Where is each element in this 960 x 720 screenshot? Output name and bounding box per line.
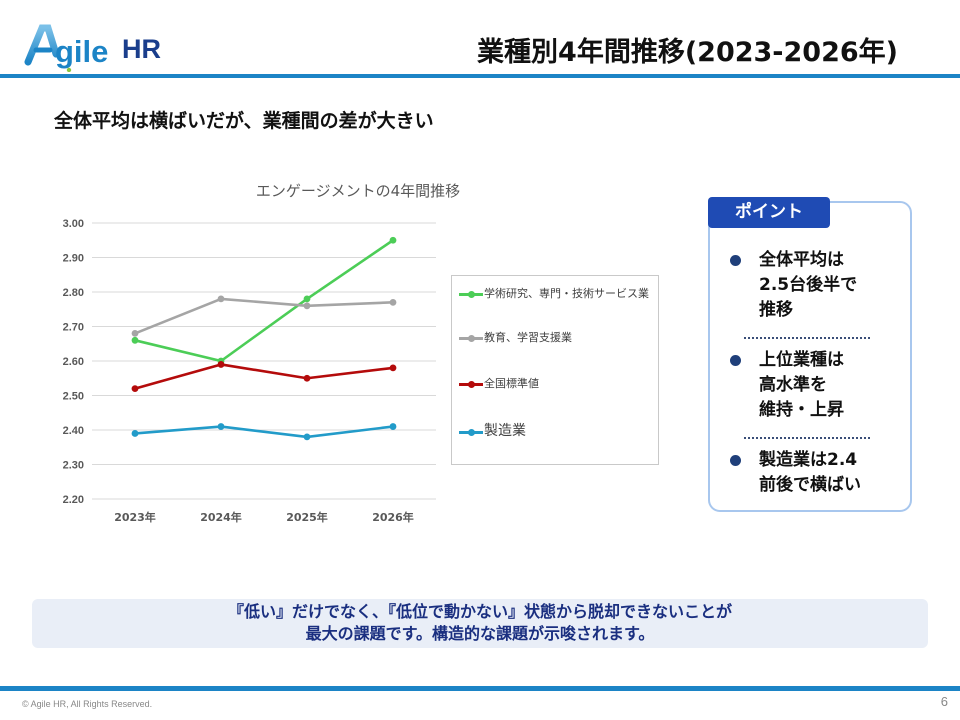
point-text: 維持・上昇 (759, 400, 844, 420)
y-tick-label: 2.90 (63, 253, 84, 265)
data-point (303, 295, 311, 303)
point-item-top-industries: 上位業種は 高水準を 維持・上昇 (730, 348, 844, 423)
legend-swatch-manufacturing (458, 426, 484, 438)
point-panel (708, 201, 912, 512)
x-tick-label: 2023年 (114, 510, 156, 524)
chart-title: エンゲージメントの4年間推移 (256, 182, 460, 200)
data-point (217, 361, 225, 368)
legend-swatch-academic (458, 288, 484, 300)
bullet-icon (730, 455, 741, 466)
conclusion-banner: 『低い』だけでなく、『低位で動かない』状態から脱却できないことが 最大の課題です… (32, 599, 928, 648)
data-point (131, 385, 139, 392)
y-tick-label: 2.50 (63, 391, 84, 403)
legend-item-national: 全国標準値 (458, 374, 656, 393)
y-tick-label: 2.60 (63, 356, 84, 368)
point-item-average: 全体平均は 2.5台後半で 推移 (730, 248, 857, 323)
legend-label-academic: 学術研究、専門・技術サービス業 (484, 287, 649, 300)
data-point (303, 374, 311, 382)
legend-item-academic: 学術研究、専門・技術サービス業 (458, 284, 656, 303)
legend-item-education: 教育、学習支援業 (458, 328, 656, 347)
y-tick-label: 2.40 (63, 425, 84, 437)
series-line-3 (134, 425, 394, 439)
point-divider (744, 437, 870, 439)
point-item-manufacturing: 製造業は2.4 前後で横ばい (730, 448, 861, 498)
x-tick-label: 2026年 (372, 510, 414, 524)
data-point (217, 295, 225, 303)
point-text: 製造業は2.4 (759, 450, 858, 470)
data-point (131, 336, 139, 344)
y-tick-label: 3.00 (63, 218, 84, 230)
chart-legend: 学術研究、専門・技術サービス業 教育、学習支援業 全国標準値 製造業 (451, 275, 659, 465)
y-tick-label: 2.30 (63, 460, 84, 472)
point-text: 2.5台後半で (759, 275, 858, 295)
legend-item-manufacturing: 製造業 (458, 422, 656, 441)
page-number: 6 (940, 694, 948, 709)
data-point (217, 423, 225, 430)
point-text: 全体平均は (759, 250, 844, 270)
point-text: 前後で横ばい (759, 475, 861, 495)
legend-label-national: 全国標準値 (484, 377, 539, 390)
legend-swatch-national (458, 378, 484, 390)
series-line-2 (134, 363, 394, 390)
header-divider (0, 74, 960, 78)
legend-label-manufacturing: 製造業 (484, 423, 526, 439)
point-divider (744, 337, 870, 339)
point-text: 高水準を (759, 375, 827, 395)
svg-text:gile: gile (55, 34, 108, 69)
x-tick-label: 2024年 (200, 510, 242, 524)
point-text: 推移 (759, 300, 793, 320)
y-tick-label: 2.70 (63, 322, 84, 334)
series-line-0 (134, 239, 394, 363)
legend-swatch-education (458, 332, 484, 344)
agile-hr-logo: gile HR (24, 20, 184, 72)
svg-text:HR: HR (122, 34, 161, 64)
bullet-icon (730, 355, 741, 366)
bullet-icon (730, 255, 741, 266)
point-text: 上位業種は (759, 350, 844, 370)
engagement-line-chart: エンゲージメントの4年間推移 3.00 2.90 2.80 2.70 2.60 2.50 2… (63, 182, 461, 524)
data-point (389, 236, 397, 244)
y-tick-label: 2.20 (63, 494, 84, 506)
series-line-1 (134, 297, 394, 335)
slide-subtitle: 全体平均は横ばいだが、業種間の差が大きい (54, 110, 434, 132)
data-point (303, 433, 311, 441)
data-point (131, 430, 139, 437)
conclusion-line-2: 最大の課題です。構造的な課題が示唆されます。 (305, 624, 655, 643)
data-point (389, 298, 397, 306)
data-point (389, 423, 397, 430)
data-point (303, 302, 311, 310)
x-tick-label: 2025年 (286, 510, 328, 524)
footer-divider (0, 686, 960, 691)
point-tab-label: ポイント (708, 197, 830, 228)
conclusion-line-1: 『低い』だけでなく、『低位で動かない』状態から脱却できないことが (227, 602, 732, 621)
slide-title: 業種別4年間推移(2023-2026年) (477, 37, 898, 68)
y-tick-label: 2.80 (63, 287, 84, 299)
data-point (389, 364, 397, 372)
data-point (131, 330, 139, 337)
copyright-text: © Agile HR, All Rights Reserved. (22, 699, 153, 709)
legend-label-education: 教育、学習支援業 (484, 331, 572, 344)
